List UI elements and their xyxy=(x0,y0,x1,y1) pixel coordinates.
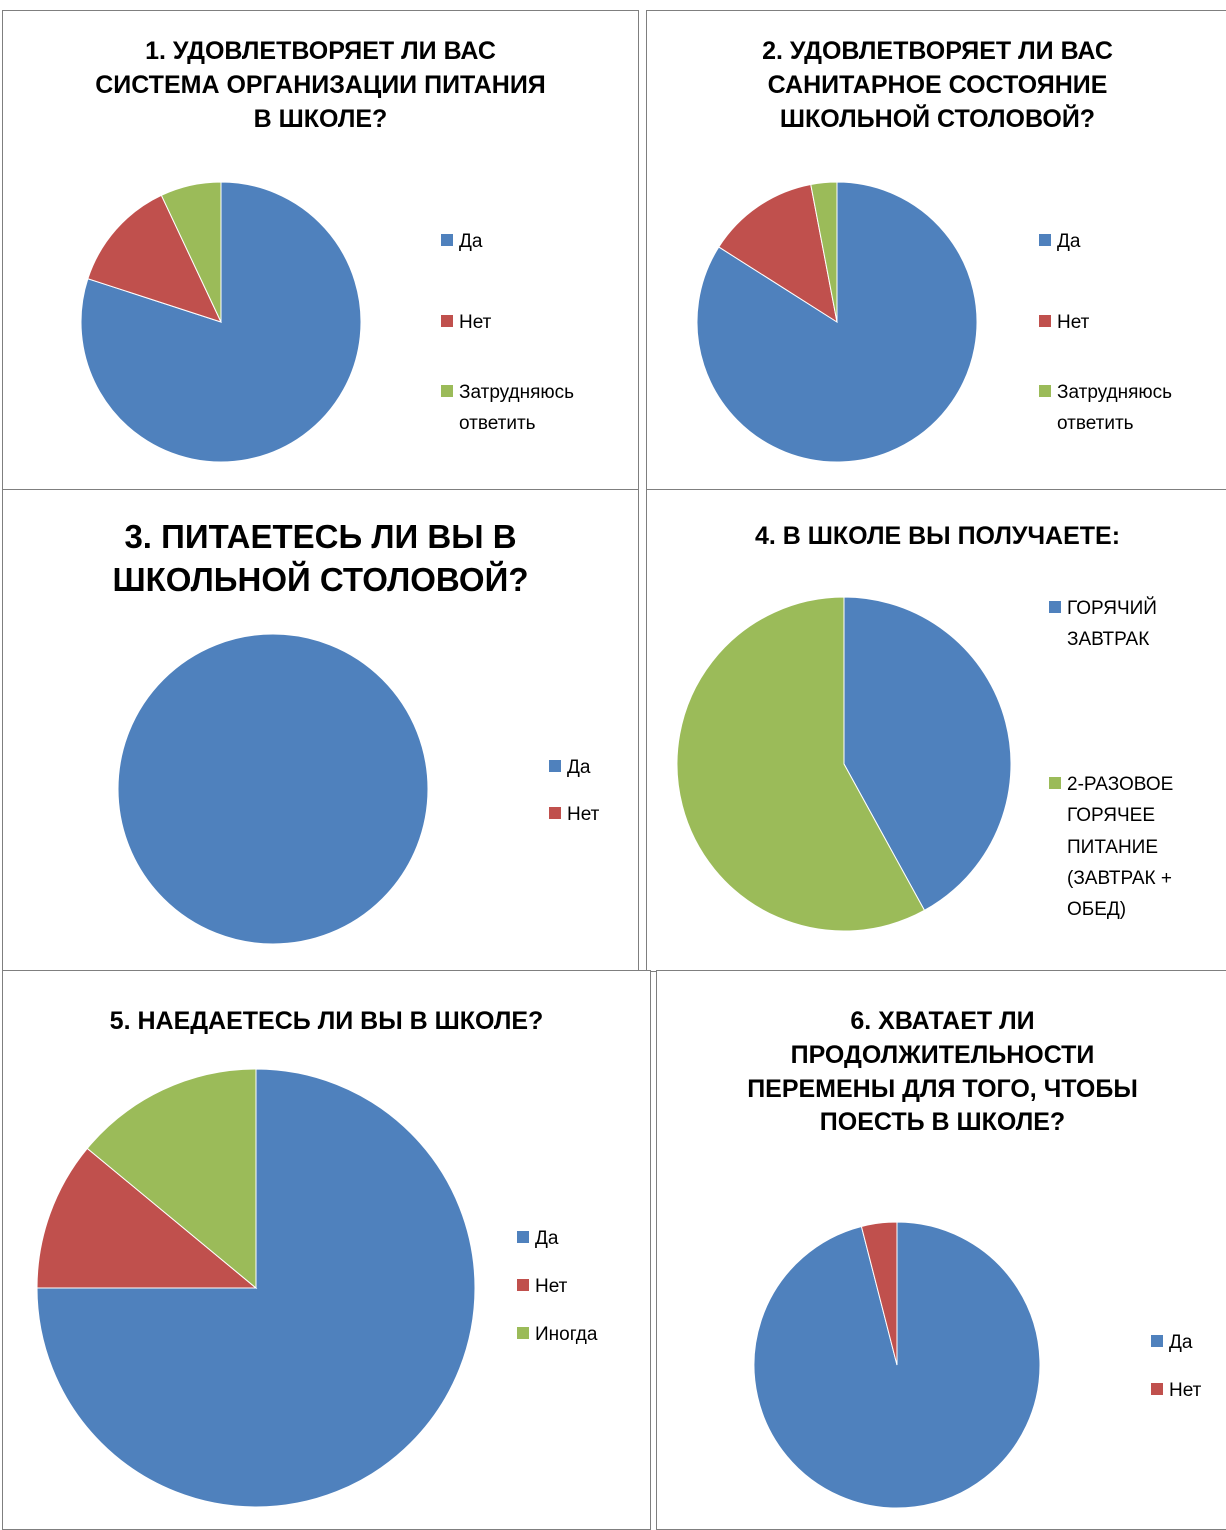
legend-label: Нет xyxy=(459,312,492,333)
pie-slice-2 xyxy=(718,183,838,324)
legend-item: 2-РАЗОВОЕ ГОРЯЧЕЕ ПИТАНИЕ (ЗАВТРАК + ОБЕ… xyxy=(1049,769,1173,926)
legend-item: Да xyxy=(1151,1327,1192,1358)
chart-panel-5: 5. НАЕДАЕТЕСЬ ЛИ ВЫ В ШКОЛЕ? Да Нет Иногда xyxy=(2,970,651,1530)
pie-slice-3 xyxy=(160,181,222,323)
legend-label: Да xyxy=(1057,231,1081,252)
chart-title: 3. ПИТАЕТЕСЬ ЛИ ВЫ В ШКОЛЬНОЙ СТОЛОВОЙ? xyxy=(112,518,529,598)
pie-slice-3 xyxy=(86,1068,257,1290)
legend-label: Затрудняюсь ответить xyxy=(459,382,575,435)
legend-swatch xyxy=(441,314,453,327)
legend-swatch xyxy=(517,1230,529,1243)
legend-item: Да xyxy=(517,1223,558,1254)
legend-swatch xyxy=(1039,384,1051,397)
legend-item: Да xyxy=(1039,226,1080,257)
legend-item: Нет xyxy=(441,307,491,338)
legend-label: Да xyxy=(535,1228,559,1249)
chart-title: 6. ХВАТАЕТ ЛИ ПРОДОЛЖИТЕЛЬНОСТИ ПЕРЕМЕНЫ… xyxy=(747,1007,1138,1137)
legend-swatch xyxy=(1039,314,1051,327)
chart-panel-6: 6. ХВАТАЕТ ЛИ ПРОДОЛЖИТЕЛЬНОСТИ ПЕРЕМЕНЫ… xyxy=(656,970,1226,1530)
legend-item: Нет xyxy=(1039,307,1089,338)
legend-item: Да xyxy=(549,752,590,783)
legend-swatch xyxy=(441,384,453,397)
legend-label: Нет xyxy=(1169,1380,1202,1401)
pie-slice-1 xyxy=(696,181,978,463)
pie-slice-2 xyxy=(87,194,222,323)
pie-slice-1 xyxy=(117,633,429,945)
legend-swatch xyxy=(1039,233,1051,246)
legend-item: ГОРЯЧИЙ ЗАВТРАК xyxy=(1049,593,1157,656)
legend-item: Нет xyxy=(1151,1375,1201,1406)
legend-swatch xyxy=(549,759,561,772)
chart-title: 1. УДОВЛЕТВОРЯЕТ ЛИ ВАС СИСТЕМА ОРГАНИЗА… xyxy=(95,37,546,133)
legend-label: Да xyxy=(567,757,591,778)
chart-panel-4: 4. В ШКОЛЕ ВЫ ПОЛУЧАЕТЕ: ГОРЯЧИЙ ЗАВТРАК… xyxy=(646,489,1226,972)
legend-swatch xyxy=(1049,776,1061,789)
legend-swatch xyxy=(549,806,561,819)
legend-label: Иногда xyxy=(535,1324,598,1345)
legend-label: Да xyxy=(1169,1332,1193,1353)
legend-item: Нет xyxy=(549,799,599,830)
legend-label: Нет xyxy=(1057,312,1090,333)
legend-swatch xyxy=(1151,1382,1163,1395)
legend-swatch xyxy=(1151,1334,1163,1347)
legend-item: Затрудняюсь ответить xyxy=(1039,377,1172,440)
legend-item: Иногда xyxy=(517,1319,597,1350)
legend-swatch xyxy=(517,1326,529,1339)
legend-swatch xyxy=(1049,600,1061,613)
legend-label: Да xyxy=(459,231,483,252)
pie-slice-3 xyxy=(810,181,838,323)
pie-chart xyxy=(117,633,429,945)
legend-item: Затрудняюсь ответить xyxy=(441,377,574,440)
chart-panel-3: 3. ПИТАЕТЕСЬ ЛИ ВЫ В ШКОЛЬНОЙ СТОЛОВОЙ? … xyxy=(2,489,639,972)
pie-chart xyxy=(80,181,362,463)
legend-label: Затрудняюсь ответить xyxy=(1057,382,1173,435)
legend-label: Нет xyxy=(567,804,600,825)
chart-title: 4. В ШКОЛЕ ВЫ ПОЛУЧАЕТЕ: xyxy=(754,522,1121,550)
pie-slice-2 xyxy=(860,1221,898,1366)
pie-slice-1 xyxy=(843,596,1012,912)
pie-chart xyxy=(696,181,978,463)
pie-chart xyxy=(676,596,1012,932)
pie-chart xyxy=(753,1221,1041,1509)
chart-panel-2: 2. УДОВЛЕТВОРЯЕТ ЛИ ВАС САНИТАРНОЕ СОСТО… xyxy=(646,10,1226,491)
chart-title: 5. НАЕДАЕТЕСЬ ЛИ ВЫ В ШКОЛЕ? xyxy=(109,1007,544,1035)
legend-item: Да xyxy=(441,226,482,257)
legend-swatch xyxy=(441,233,453,246)
pie-chart xyxy=(36,1068,476,1508)
pie-slice-2 xyxy=(36,1147,258,1289)
legend-label: 2-РАЗОВОЕ ГОРЯЧЕЕ ПИТАНИЕ (ЗАВТРАК + ОБЕ… xyxy=(1067,774,1174,921)
pie-slice-2 xyxy=(676,596,926,932)
chart-title: 2. УДОВЛЕТВОРЯЕТ ЛИ ВАС САНИТАРНОЕ СОСТО… xyxy=(762,37,1113,133)
legend-swatch xyxy=(517,1278,529,1291)
legend-label: Нет xyxy=(535,1276,568,1297)
chart-panel-1: 1. УДОВЛЕТВОРЯЕТ ЛИ ВАС СИСТЕМА ОРГАНИЗА… xyxy=(2,10,639,491)
legend-label: ГОРЯЧИЙ ЗАВТРАК xyxy=(1067,598,1157,651)
legend-item: Нет xyxy=(517,1271,567,1302)
